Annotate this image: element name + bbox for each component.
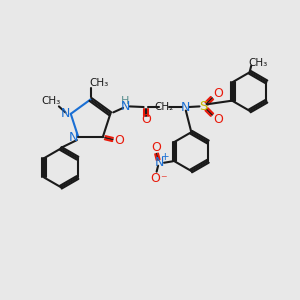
Text: N: N (181, 100, 190, 113)
Text: N: N (121, 100, 130, 113)
Text: CH₃: CH₃ (42, 96, 61, 106)
Text: O: O (141, 113, 151, 126)
Text: O: O (213, 87, 223, 100)
Text: O: O (152, 141, 162, 154)
Text: N: N (61, 107, 70, 120)
Text: O: O (213, 113, 223, 126)
Text: O: O (150, 172, 160, 185)
Text: CH₃: CH₃ (248, 58, 268, 68)
Text: ⁻: ⁻ (160, 173, 166, 186)
Text: CH₃: CH₃ (89, 78, 109, 88)
Text: +: + (160, 152, 169, 162)
Text: O: O (114, 134, 124, 147)
Text: N: N (68, 130, 78, 144)
Text: CH₂: CH₂ (154, 102, 173, 112)
Text: H: H (121, 96, 129, 106)
Text: N: N (155, 156, 164, 169)
Text: S: S (200, 100, 208, 113)
